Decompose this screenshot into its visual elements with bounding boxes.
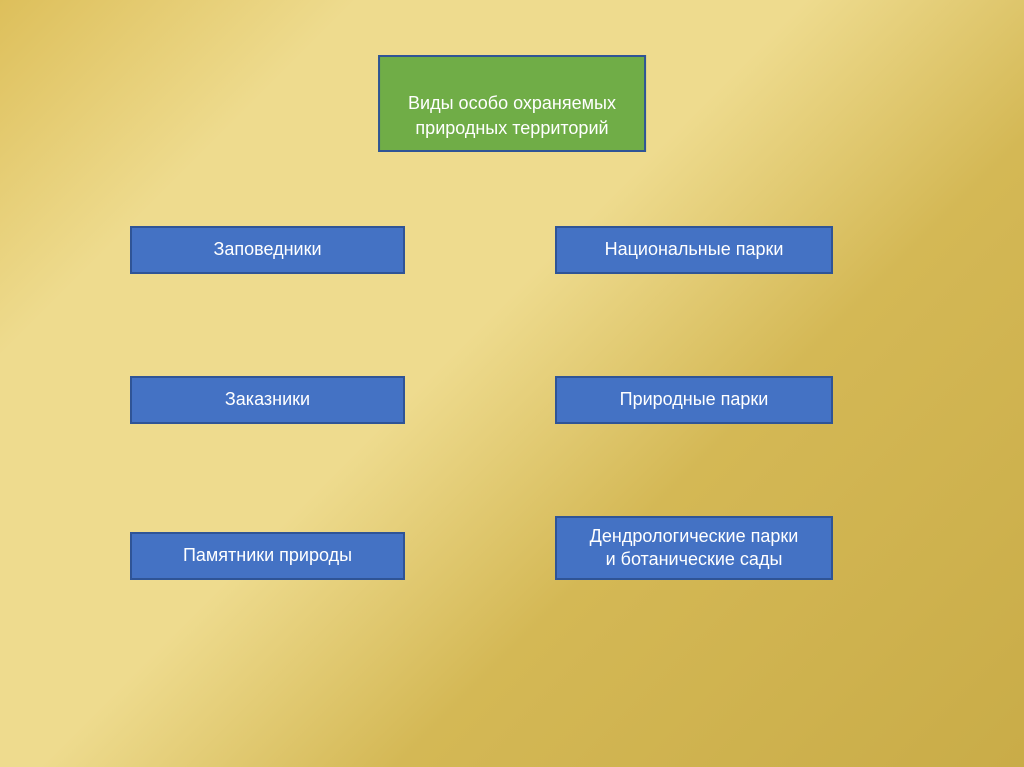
item-label: Заповедники [213, 238, 321, 261]
diagram-item-monuments: Памятники природы [130, 532, 405, 580]
diagram-item-dendro-parks: Дендрологические парки и ботанические са… [555, 516, 833, 580]
diagram-item-sanctuaries: Заказники [130, 376, 405, 424]
title-text: Виды особо охраняемых природных территор… [408, 93, 616, 137]
item-label: Дендрологические парки и ботанические са… [590, 525, 799, 572]
item-label: Заказники [225, 388, 310, 411]
title-box: Виды особо охраняемых природных территор… [378, 55, 646, 152]
item-label: Природные парки [620, 388, 769, 411]
diagram-item-reserves: Заповедники [130, 226, 405, 274]
diagram-item-national-parks: Национальные парки [555, 226, 833, 274]
item-label: Памятники природы [183, 544, 352, 567]
item-label: Национальные парки [605, 238, 784, 261]
diagram-item-nature-parks: Природные парки [555, 376, 833, 424]
